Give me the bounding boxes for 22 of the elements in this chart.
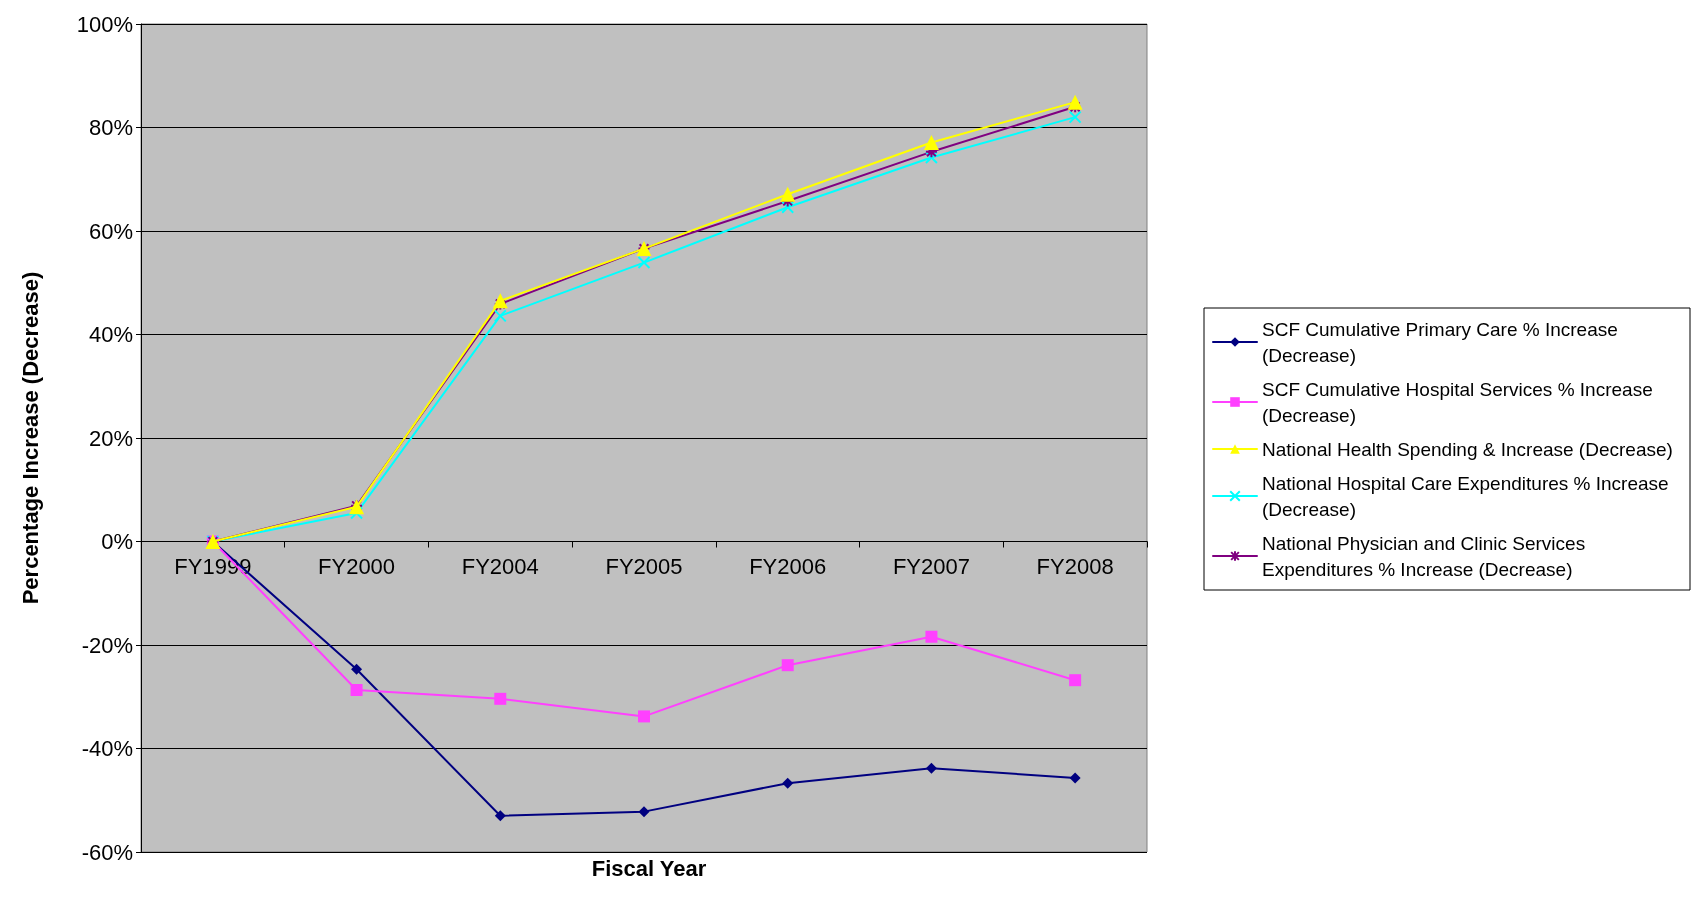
x-axis-title: Fiscal Year — [591, 855, 707, 881]
y-tick-label: 80% — [88, 115, 133, 140]
x-tick-label: FY2008 — [1036, 554, 1114, 579]
x-tick-label: FY2006 — [749, 554, 827, 579]
y-tick-label: -40% — [81, 736, 133, 761]
y-axis-title: Percentage Increase (Decrease) — [17, 271, 43, 605]
y-tick-label: 100% — [76, 11, 133, 37]
legend-label: SCF Cumulative Primary Care % Increase (Decrease) — [1262, 318, 1624, 366]
y-tick-label: -20% — [81, 632, 133, 658]
legend-label: National Physician and Clinic Services Expenditures % Increase (Decrease) — [1262, 532, 1591, 580]
y-tick-label: 60% — [88, 218, 133, 244]
x-tick-label: FY2000 — [318, 554, 396, 579]
legend-label: SCF Cumulative Hospital Services % Increase (Decrease) — [1262, 378, 1658, 426]
x-tick-label: FY2004 — [461, 554, 539, 579]
y-tick-label: 40% — [88, 322, 133, 347]
y-tick-label: 20% — [88, 425, 133, 451]
y-tick-label: -60% — [81, 839, 133, 865]
y-tick-label: 0% — [101, 529, 133, 554]
x-tick-label: FY2007 — [892, 554, 970, 579]
x-tick-label: FY2005 — [605, 554, 683, 579]
legend-label: National Hospital Care Expenditures % Increase (Decrease) — [1262, 472, 1674, 520]
legend-label: National Health Spending & Increase (Decrease) — [1262, 438, 1673, 460]
